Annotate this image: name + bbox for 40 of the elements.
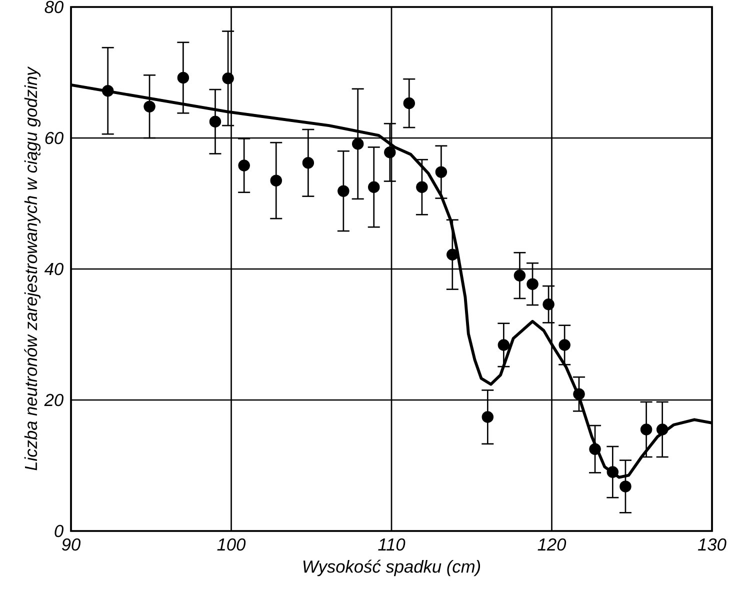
point — [302, 157, 314, 169]
x-tick-label: 120 — [538, 538, 566, 551]
y-tick-label: 40 — [44, 262, 64, 276]
point — [514, 270, 526, 282]
point — [446, 248, 458, 260]
point — [573, 388, 585, 400]
point — [209, 116, 222, 128]
x-tick-label: 110 — [378, 538, 406, 551]
point — [542, 298, 554, 310]
point — [338, 185, 350, 197]
point — [482, 411, 494, 423]
point — [270, 174, 282, 186]
point — [352, 138, 364, 150]
point — [606, 466, 619, 478]
point — [498, 339, 510, 351]
point — [384, 146, 396, 158]
point — [177, 72, 190, 84]
point — [144, 100, 156, 112]
point — [102, 84, 114, 97]
point — [589, 443, 601, 455]
point — [403, 97, 416, 110]
point — [640, 424, 652, 436]
x-tick-label: 90 — [62, 538, 80, 551]
y-tick-label: 60 — [45, 132, 64, 144]
point — [368, 181, 380, 193]
point — [558, 339, 570, 351]
x-axis-title: Wysokość spadku (cm) — [303, 560, 480, 576]
y-tick-label: 0 — [54, 524, 64, 538]
x-tick-label: 100 — [217, 538, 246, 551]
point — [656, 424, 668, 436]
y-tick-label: 80 — [44, 0, 64, 14]
y-tick-label: 20 — [44, 394, 64, 406]
point — [435, 166, 448, 178]
point — [222, 72, 234, 84]
y-axis-title: Liczba neutronów zarejestrowanych w ciągu godziny — [24, 66, 41, 470]
point — [416, 181, 428, 193]
point — [238, 160, 250, 172]
point — [526, 278, 538, 290]
point — [620, 480, 632, 492]
x-tick-label: 130 — [698, 538, 726, 551]
